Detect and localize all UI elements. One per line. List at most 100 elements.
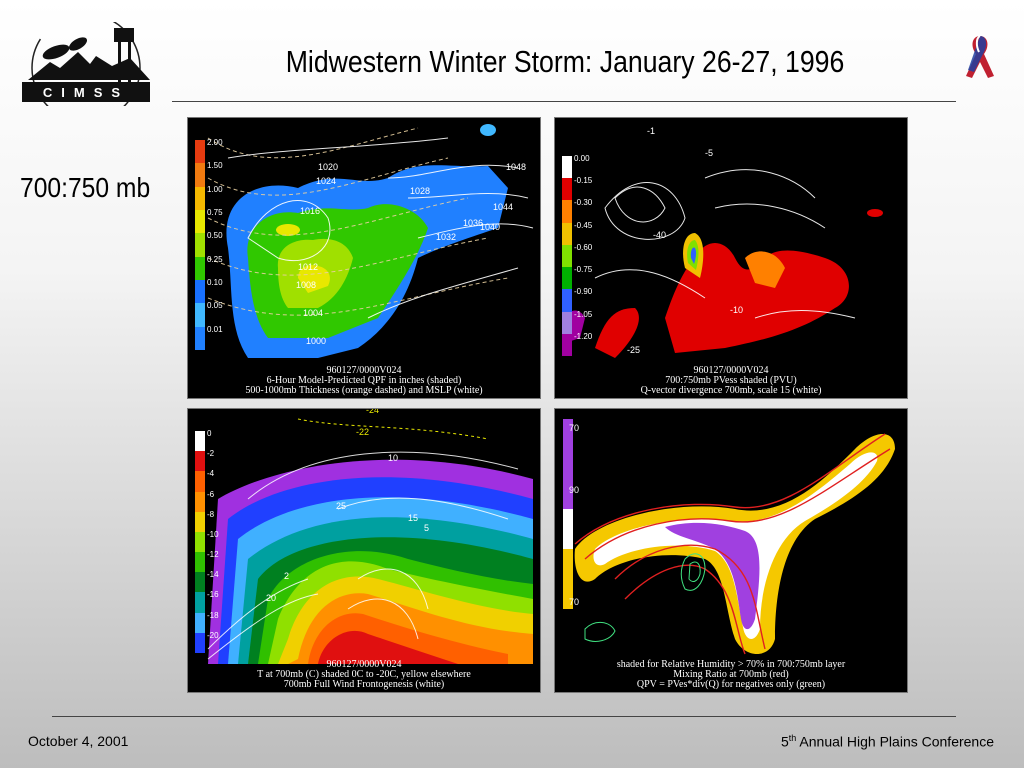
contour-label: 10 [388, 453, 398, 463]
contour-label: -1 [647, 126, 655, 136]
qpf-panel: 1048 1044 1040 1036 1032 1028 1024 1020 1016 1012… [187, 117, 541, 399]
level-label: 700:750 mb [20, 172, 151, 203]
colorbar-label: -2 [207, 449, 215, 459]
pv-caption: 960127/0000V024 700:750mb PVess shaded (P… [640, 365, 822, 396]
colorbar-label: -4 [207, 469, 215, 479]
contour-label: 1012 [298, 262, 318, 272]
colorbar-swatch [195, 632, 205, 653]
colorbar-label: 70 [569, 423, 579, 433]
colorbar-label: 0.10 [207, 278, 223, 287]
contour-label: 1004 [303, 308, 323, 318]
pv-panel: -1 -5 -10 -25 -40 0.00 -0.15 -0.30 -0.45 -0.60 -0… [554, 117, 908, 399]
footer-conference: 5th Annual High Plains Conference [781, 733, 994, 750]
colorbar-swatch [562, 244, 572, 268]
qpf-colorbar: 2.00 1.50 1.00 0.75 0.50 0.25 0.10 0.05 0.01 [195, 138, 223, 350]
contour-label: 2 [284, 571, 289, 581]
colorbar-label: -20 [207, 630, 219, 640]
contour-label: -40 [653, 230, 666, 240]
colorbar-swatch [562, 333, 572, 356]
title-divider [172, 101, 956, 102]
temperature-colorbar: 0 -2 -4 -6 -8 -10 -12 -14 -16 -18 -20 [195, 429, 219, 653]
colorbar-label: -6 [207, 489, 215, 499]
contour-label: 1024 [316, 176, 336, 186]
contour-label: -5 [705, 148, 713, 158]
colorbar-swatch [195, 592, 205, 613]
contour-label: 20 [266, 593, 276, 603]
colorbar-label: 0.05 [207, 301, 223, 311]
colorbar-swatch [195, 256, 205, 280]
colorbar-label: 1.00 [207, 184, 223, 194]
colorbar-swatch [195, 233, 205, 257]
colorbar-swatch [195, 163, 205, 187]
rh-panel: 70 90 70 shaded for Relative Humidity > 70… [554, 408, 908, 693]
pv-map: -1 -5 -10 -25 -40 [565, 126, 883, 358]
colorbar-swatch [195, 531, 205, 553]
contour-label: 5 [424, 523, 429, 533]
contour-label: 1040 [480, 222, 500, 232]
colorbar-swatch [195, 186, 205, 210]
temperature-caption: 960127/0000V024 T at 700mb (C) shaded 0C … [257, 659, 471, 690]
contour-label: 1028 [410, 186, 430, 196]
colorbar-label: -1.05 [574, 309, 593, 319]
colorbar-swatch [195, 303, 205, 327]
colorbar-label: -10 [207, 529, 219, 539]
colorbar-label: -14 [207, 570, 219, 580]
colorbar-swatch [562, 200, 572, 223]
contour-label: -10 [730, 305, 743, 315]
slide-title: Midwestern Winter Storm: January 26-27, … [285, 44, 845, 79]
colorbar-swatch [195, 552, 205, 573]
colorbar-swatch [195, 451, 205, 472]
logo-text: CIMSS [43, 85, 129, 100]
colorbar-swatch [195, 612, 205, 633]
colorbar-swatch [562, 311, 572, 334]
colorbar-label: 0.00 [574, 154, 590, 163]
contour-label: 1048 [506, 162, 526, 172]
colorbar-label: -0.75 [574, 265, 593, 275]
colorbar-swatch [562, 267, 572, 290]
colorbar-label: -0.15 [574, 176, 593, 186]
colorbar-swatch [195, 572, 205, 593]
temperature-panel: -24 -22 10 25 15 5 2 20 0 -2 -4 -6 -8 -10 -12 -14 -16 -1… [187, 408, 541, 693]
colorbar-label: 0.25 [207, 254, 223, 264]
contour-label: -22 [356, 427, 369, 437]
colorbar-swatch [195, 511, 205, 532]
colorbar-swatch [195, 326, 205, 350]
colorbar-label: -8 [207, 509, 215, 519]
colorbar-swatch [195, 471, 205, 492]
cimss-logo: CIMSS [22, 22, 150, 106]
rh-caption: shaded for Relative Humidity > 70% in 70… [616, 659, 846, 690]
colorbar-label: -18 [207, 610, 219, 620]
colorbar-label: -1.20 [574, 331, 593, 341]
colorbar-swatch [195, 431, 205, 452]
footer-date: October 4, 2001 [28, 733, 129, 749]
colorbar-swatch [195, 210, 205, 234]
colorbar-swatch [562, 289, 572, 312]
colorbar-swatch [562, 222, 572, 245]
qpf-caption: 960127/0000V024 6-Hour Model-Predicted QP… [245, 365, 483, 396]
pv-colorbar: 0.00 -0.15 -0.30 -0.45 -0.60 -0.75 -0.90 -1.05 -… [562, 154, 592, 356]
colorbar-swatch [562, 156, 572, 179]
contour-label: 1016 [300, 206, 320, 216]
colorbar-swatch [195, 491, 205, 512]
ribbon-icon [966, 35, 994, 78]
colorbar-swatch [562, 178, 572, 201]
contour-label: -24 [366, 409, 379, 415]
colorbar-label: -0.45 [574, 220, 593, 230]
contour-label: 1000 [306, 336, 326, 346]
contour-label: 1032 [436, 232, 456, 242]
rh-map: 70 90 70 [563, 419, 895, 655]
colorbar-label: 0.50 [207, 231, 223, 241]
contour-label: 1044 [493, 202, 513, 212]
contour-label: 15 [408, 513, 418, 523]
colorbar-label: -0.30 [574, 198, 593, 208]
footer-divider [52, 716, 956, 717]
colorbar-label: -0.90 [574, 287, 593, 297]
colorbar-label: 1.50 [207, 161, 223, 171]
colorbar-label: -12 [207, 550, 219, 560]
colorbar-label: 90 [569, 485, 579, 495]
contour-label: -25 [627, 345, 640, 355]
contour-label: 1020 [318, 162, 338, 172]
colorbar-swatch [195, 140, 205, 164]
contour-label: 1008 [296, 280, 316, 290]
